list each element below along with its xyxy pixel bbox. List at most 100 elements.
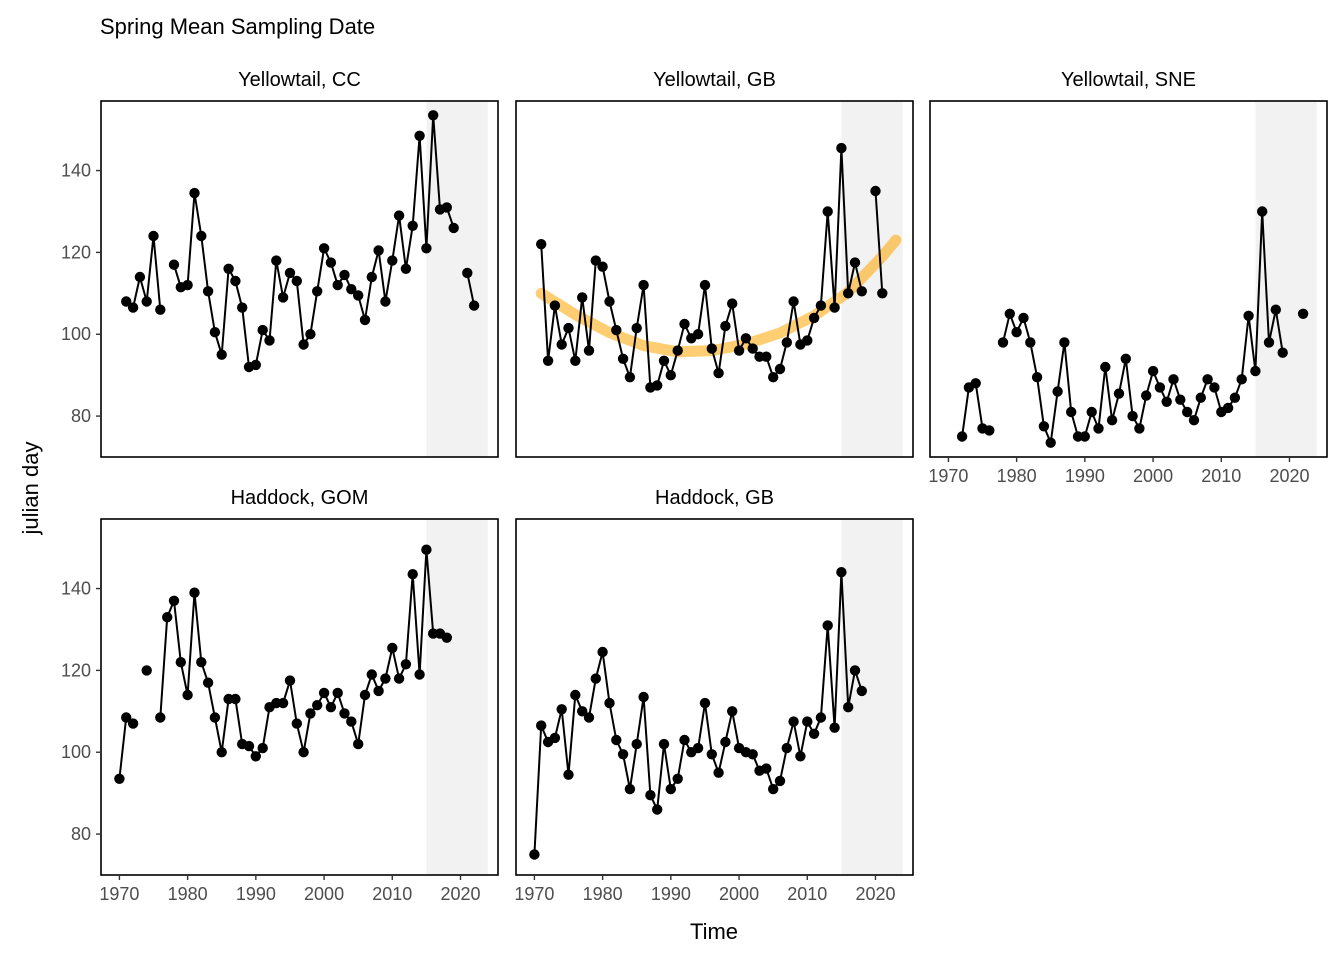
data-point: [196, 657, 207, 668]
data-point: [529, 849, 540, 860]
data-point: [768, 783, 779, 795]
panel-title: Yellowtail, SNE: [1061, 69, 1196, 91]
data-point: [1202, 374, 1213, 385]
data-point: [462, 267, 473, 279]
y-tick-label: 140: [61, 161, 91, 181]
data-point: [870, 185, 881, 197]
y-tick-label: 100: [61, 324, 91, 344]
data-point: [182, 689, 193, 701]
panels: Yellowtail, CC 80 100 120 140 Yellowtail, GB Y…: [61, 69, 1328, 904]
data-point: [747, 343, 758, 354]
data-point: [1052, 386, 1063, 397]
data-point: [1243, 310, 1254, 321]
data-point: [1045, 437, 1056, 448]
panel-border: [515, 518, 914, 876]
panel-title: Yellowtail, GB: [653, 69, 776, 91]
data-point: [393, 210, 405, 221]
data-point: [822, 620, 833, 631]
data-point: [237, 302, 248, 313]
panel-title: Haddock, GOM: [231, 487, 369, 509]
data-point: [223, 263, 234, 274]
data-point: [298, 339, 309, 350]
series-line: [118, 549, 448, 779]
data-point: [127, 302, 139, 313]
data-point: [795, 751, 806, 762]
data-point: [1257, 206, 1268, 217]
x-tick-label: 2000: [719, 884, 759, 904]
data-point: [202, 677, 214, 688]
data-point: [121, 712, 132, 723]
data-point: [563, 769, 574, 780]
data-point: [325, 257, 337, 268]
data-point: [196, 230, 207, 242]
data-point: [802, 716, 813, 727]
data-point: [590, 673, 601, 684]
data-point: [970, 378, 981, 389]
data-point: [1250, 365, 1261, 377]
data-point: [448, 222, 459, 234]
data-point: [305, 329, 316, 340]
panel-border: [929, 100, 1328, 458]
x-tick-label: 2000: [1133, 466, 1173, 486]
data-point: [468, 300, 480, 311]
data-point: [421, 544, 432, 555]
data-point: [1222, 402, 1234, 414]
data-point: [428, 110, 439, 121]
data-point: [692, 329, 704, 340]
data-point: [271, 255, 282, 266]
series-line: [125, 115, 476, 369]
data-point: [652, 380, 663, 391]
panel-title: Yellowtail, CC: [238, 69, 361, 91]
data-point: [230, 275, 241, 287]
x-axis-label: Time: [690, 919, 738, 944]
data-point: [305, 708, 316, 719]
data-point: [638, 279, 649, 291]
data-point: [209, 712, 221, 723]
data-point: [291, 275, 302, 287]
data-point: [332, 687, 343, 699]
data-point: [325, 702, 337, 713]
data-point: [692, 742, 704, 754]
data-point: [829, 722, 840, 733]
data-point: [836, 142, 847, 154]
panel-title: Haddock, GB: [655, 487, 774, 509]
data-point: [230, 693, 241, 705]
data-point: [611, 734, 622, 746]
x-tick-label: 2000: [304, 884, 344, 904]
data-point: [202, 286, 214, 297]
data-point: [175, 657, 186, 668]
data-point: [761, 763, 772, 774]
data-point: [353, 290, 364, 301]
y-tick-label: 120: [61, 660, 91, 680]
data-point: [312, 700, 323, 711]
data-point: [1018, 312, 1029, 324]
data-point: [359, 314, 371, 326]
x-tick-label: 2020: [855, 884, 895, 904]
data-point: [1175, 394, 1186, 405]
data-point: [658, 355, 670, 366]
data-point: [536, 720, 547, 731]
data-point: [155, 712, 166, 723]
x-tick-label: 1990: [236, 884, 276, 904]
data-point: [1127, 410, 1138, 422]
data-point: [380, 296, 391, 307]
data-point: [155, 304, 166, 315]
data-point: [665, 783, 676, 795]
data-point: [549, 300, 561, 311]
data-point: [1031, 372, 1043, 383]
data-point: [407, 220, 418, 231]
data-point: [563, 322, 574, 334]
data-point: [638, 691, 649, 703]
data-point: [1079, 431, 1091, 442]
data-point: [713, 367, 724, 379]
y-tick-label: 80: [71, 824, 91, 844]
data-point: [672, 773, 683, 784]
data-point: [590, 255, 601, 266]
data-point: [141, 296, 152, 307]
x-tick-label: 1970: [928, 466, 968, 486]
data-point: [346, 716, 357, 727]
data-point: [148, 230, 159, 242]
data-point: [611, 324, 622, 336]
data-point: [414, 130, 425, 141]
data-point: [604, 296, 615, 307]
